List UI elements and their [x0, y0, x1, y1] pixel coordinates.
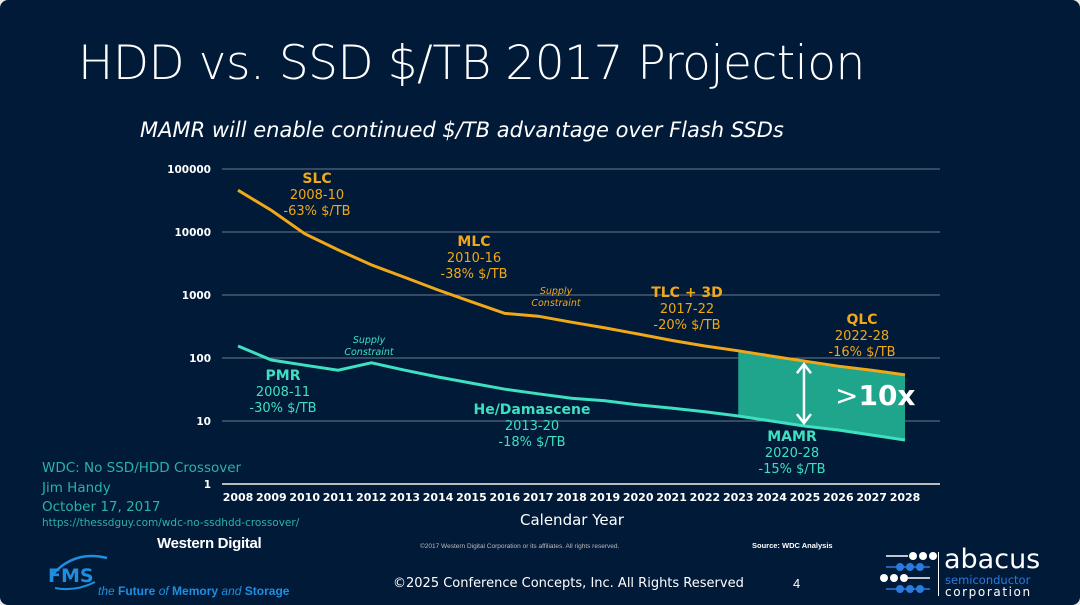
x-tick-label: 2021 — [656, 491, 687, 504]
x-tick-label: 2028 — [890, 491, 921, 504]
note-line2: Constraint — [531, 298, 582, 309]
credit-url-link[interactable]: https://thessdguy.com/wdc-no-ssdhdd-cros… — [42, 517, 300, 529]
gap-region — [738, 350, 905, 440]
arrow-head-up — [795, 362, 812, 374]
annotation-rate: -18% $/TB — [498, 435, 565, 450]
annotation-rate: -63% $/TB — [283, 204, 350, 219]
annotation-rate: -15% $/TB — [758, 462, 825, 477]
x-axis-label: Calendar Year — [520, 511, 625, 529]
annotation-years: 2022-28 — [835, 329, 889, 344]
x-tick-label: 2011 — [323, 491, 354, 504]
gap-arrow-icon — [795, 362, 812, 426]
annotation-name: SLC — [302, 171, 331, 187]
ssd-series-line — [237, 188, 906, 377]
western-digital-logo: Western Digital — [157, 535, 262, 552]
note-line1: Supply — [353, 335, 386, 346]
abacus-divider — [938, 552, 939, 596]
y-tick-label: 10000 — [174, 227, 211, 239]
x-tick-label: 2026 — [823, 491, 854, 504]
arrow-head-down — [795, 413, 812, 426]
annotation-name: He/Damascene — [473, 402, 590, 418]
annotation-name: MAMR — [767, 429, 817, 445]
y-tick-label: 1000 — [182, 290, 211, 302]
wd-copyright: ©2017 Western Digital Corporation or its… — [420, 543, 620, 550]
page-number: 4 — [793, 576, 801, 591]
annotation-name: PMR — [266, 368, 301, 384]
note-line2: Constraint — [344, 347, 395, 358]
gap-label: >10x — [835, 379, 916, 412]
annotation-rate: -16% $/TB — [828, 345, 895, 360]
credit-date: October 17, 2017 — [42, 499, 161, 515]
annotation-name: TLC + 3D — [651, 285, 723, 301]
abacus-logo-name: abacus — [944, 544, 1041, 575]
x-tick-label: 2015 — [456, 491, 487, 504]
x-tick-label: 2022 — [690, 491, 721, 504]
slide-subtitle: MAMR will enable continued $/TB advantag… — [140, 118, 784, 142]
credit-author: Jim Handy — [42, 480, 111, 496]
x-tick-label: 2018 — [556, 491, 587, 504]
fms-tagline: the Future of Memory and Storage — [98, 584, 290, 598]
x-tick-label: 2019 — [590, 491, 621, 504]
x-tick-label: 2017 — [523, 491, 554, 504]
x-tick-label: 2023 — [723, 491, 754, 504]
annotation-years: 2017-22 — [660, 302, 714, 317]
x-tick-label: 2024 — [756, 491, 787, 504]
abacus-logo-line2: semiconductor — [945, 573, 1031, 587]
x-tick-label: 2010 — [289, 491, 320, 504]
annotation-rate: -30% $/TB — [249, 401, 316, 416]
note-line1: Supply — [540, 286, 573, 297]
y-tick-label: 100 — [189, 353, 211, 365]
annotation-years: 2008-11 — [256, 385, 310, 400]
annotation-years: 2020-28 — [765, 446, 819, 461]
annotation-rate: -20% $/TB — [653, 318, 720, 333]
fms-logo-icon: FMS — [48, 554, 108, 591]
annotation-name: MLC — [457, 234, 490, 250]
source-note: Source: WDC Analysis — [752, 541, 833, 550]
hdd-series-line — [237, 344, 906, 442]
footer-copyright: ©2025 Conference Concepts, Inc. All Righ… — [393, 576, 744, 591]
x-tick-label: 2013 — [389, 491, 420, 504]
x-tick-label: 2020 — [623, 491, 654, 504]
credit-line1: WDC: No SSD/HDD Crossover — [42, 460, 242, 476]
x-tick-label: 2027 — [856, 491, 887, 504]
y-tick-label: 1 — [204, 479, 211, 491]
annotation-years: 2013-20 — [505, 419, 559, 434]
y-tick-label: 100000 — [167, 164, 211, 176]
x-tick-label: 2009 — [256, 491, 287, 504]
annotation-years: 2010-16 — [447, 251, 501, 266]
x-tick-label: 2025 — [790, 491, 821, 504]
abacus-logo-line3: corporation — [945, 585, 1032, 599]
annotation-name: QLC — [846, 312, 877, 328]
annotation-years: 2008-10 — [290, 188, 344, 203]
x-tick-label: 2014 — [423, 491, 454, 504]
x-tick-label: 2008 — [223, 491, 254, 504]
slide-title: HDD vs. SSD $/TB 2017 Projection — [78, 36, 865, 91]
svg-text:FMS: FMS — [48, 565, 94, 587]
y-tick-label: 10 — [196, 416, 211, 428]
abacus-logo-icon — [880, 552, 937, 593]
annotation-rate: -38% $/TB — [440, 267, 507, 282]
x-tick-label: 2016 — [489, 491, 520, 504]
x-tick-label: 2012 — [356, 491, 387, 504]
